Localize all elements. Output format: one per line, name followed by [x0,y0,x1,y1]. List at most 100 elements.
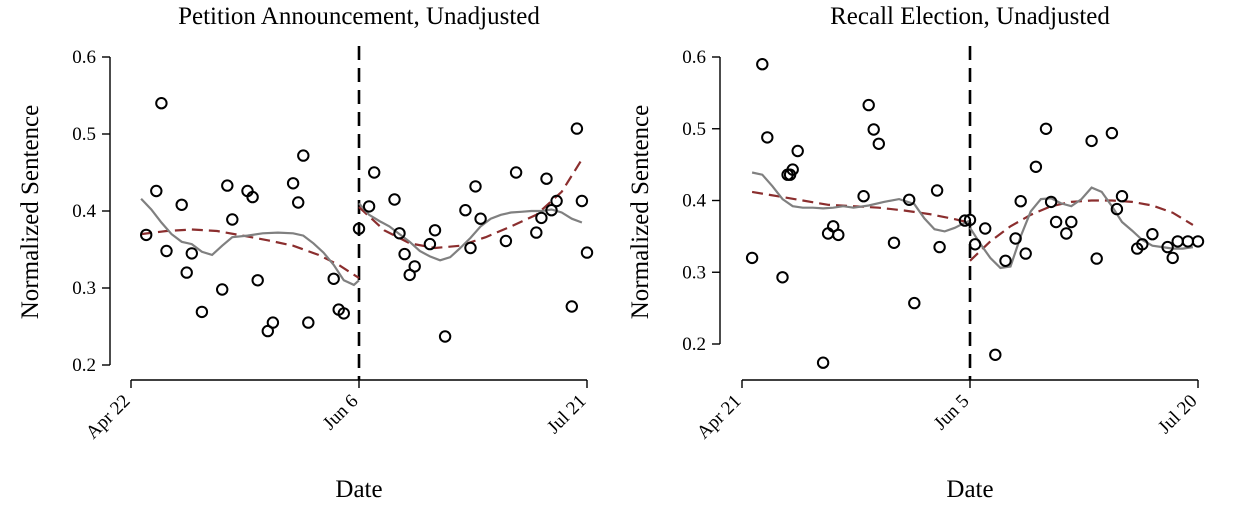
data-point [388,193,401,206]
data-point [266,316,280,329]
data-point [438,330,452,343]
data-point [509,166,523,179]
data-point [469,180,482,193]
data-point [140,228,153,242]
data-point [989,348,1002,361]
data-point [175,198,188,212]
data-point [862,98,875,112]
panel-petition-announcement: Petition Announcement, Unadjusted Date N… [17,3,594,503]
data-point [963,213,977,227]
data-point [499,234,513,248]
x-axis-label: Date [335,476,382,503]
data-point [930,184,944,197]
y-tick-label: 0.5 [682,119,706,140]
chart-title: Recall Election, Unadjusted [830,3,1110,30]
loess-fit-line [358,202,583,262]
data-point [185,247,199,260]
loess-fit-line [751,171,971,233]
data-point [756,57,769,71]
data-point [398,247,411,261]
data-point [474,212,487,225]
data-point [816,356,830,369]
data-point [872,137,885,151]
data-point [246,190,259,204]
data-point [857,190,870,203]
y-axis-label: Normalized Sentence [627,105,654,320]
data-point [423,237,437,251]
data-point [903,193,916,207]
data-point [1110,202,1124,216]
data-point [1044,195,1058,209]
data-point [968,238,982,251]
data-point [761,131,774,144]
data-point [1060,227,1073,240]
y-axis-label: Normalized Sentence [17,105,44,320]
linear-fit-line [969,199,1194,262]
y-tick-label: 0.2 [682,334,706,355]
data-point [832,228,845,242]
data-point [297,149,310,162]
data-point [327,272,340,285]
data-point [1191,235,1205,248]
y-tick-label: 0.4 [72,201,96,222]
data-point [1171,235,1184,248]
data-point [540,172,553,185]
data-point [362,200,376,213]
data-point [791,144,804,158]
chart-title: Petition Announcement, Unadjusted [178,3,540,30]
x-tick-label: Apr 21 [693,391,746,444]
data-point [821,227,835,240]
data-point [999,254,1012,267]
x-tick-label: Jun 5 [930,391,974,435]
data-point [1039,122,1053,136]
data-point [368,166,381,179]
data-point [393,227,406,240]
data-point [1029,160,1043,174]
data-point [1065,215,1078,229]
data-point [459,204,472,217]
linear-fit-line [358,158,583,250]
data-point [221,179,234,192]
data-point [933,240,946,254]
data-point [195,305,209,319]
data-point [535,211,548,225]
data-point [1136,238,1149,251]
data-point [1161,240,1174,254]
data-point [292,196,305,209]
y-tick-label: 0.2 [72,355,96,376]
data-point [1181,235,1195,248]
data-point [783,168,797,181]
data-point [580,246,594,259]
x-tick-label: Jun 6 [319,391,363,435]
data-point [565,300,578,313]
data-point [1009,232,1022,245]
data-point [1049,215,1063,229]
x-tick-label: Apr 22 [82,391,135,444]
data-point [155,97,168,110]
x-tick-label: Jul 21 [543,391,590,438]
y-tick-label: 0.6 [682,47,706,68]
y-tick-label: 0.4 [682,191,706,212]
x-axis-label: Date [946,476,993,503]
data-point [428,224,442,237]
data-point [408,260,421,273]
data-point [464,241,477,255]
data-point [570,122,584,135]
data-point [1019,247,1032,260]
data-point [530,226,543,239]
data-point [1014,195,1027,208]
loess-fit-line [140,197,360,287]
data-point [216,283,229,296]
data-point [1115,190,1129,203]
data-point [979,222,992,235]
data-point [575,194,589,208]
panel-recall-election: Recall Election, Unadjusted Date Normali… [627,3,1205,503]
data-point [251,274,264,287]
data-point [180,266,193,279]
data-point [352,222,366,235]
loess-fit-line [969,186,1194,270]
data-point [1166,251,1179,265]
data-point [1090,252,1103,265]
